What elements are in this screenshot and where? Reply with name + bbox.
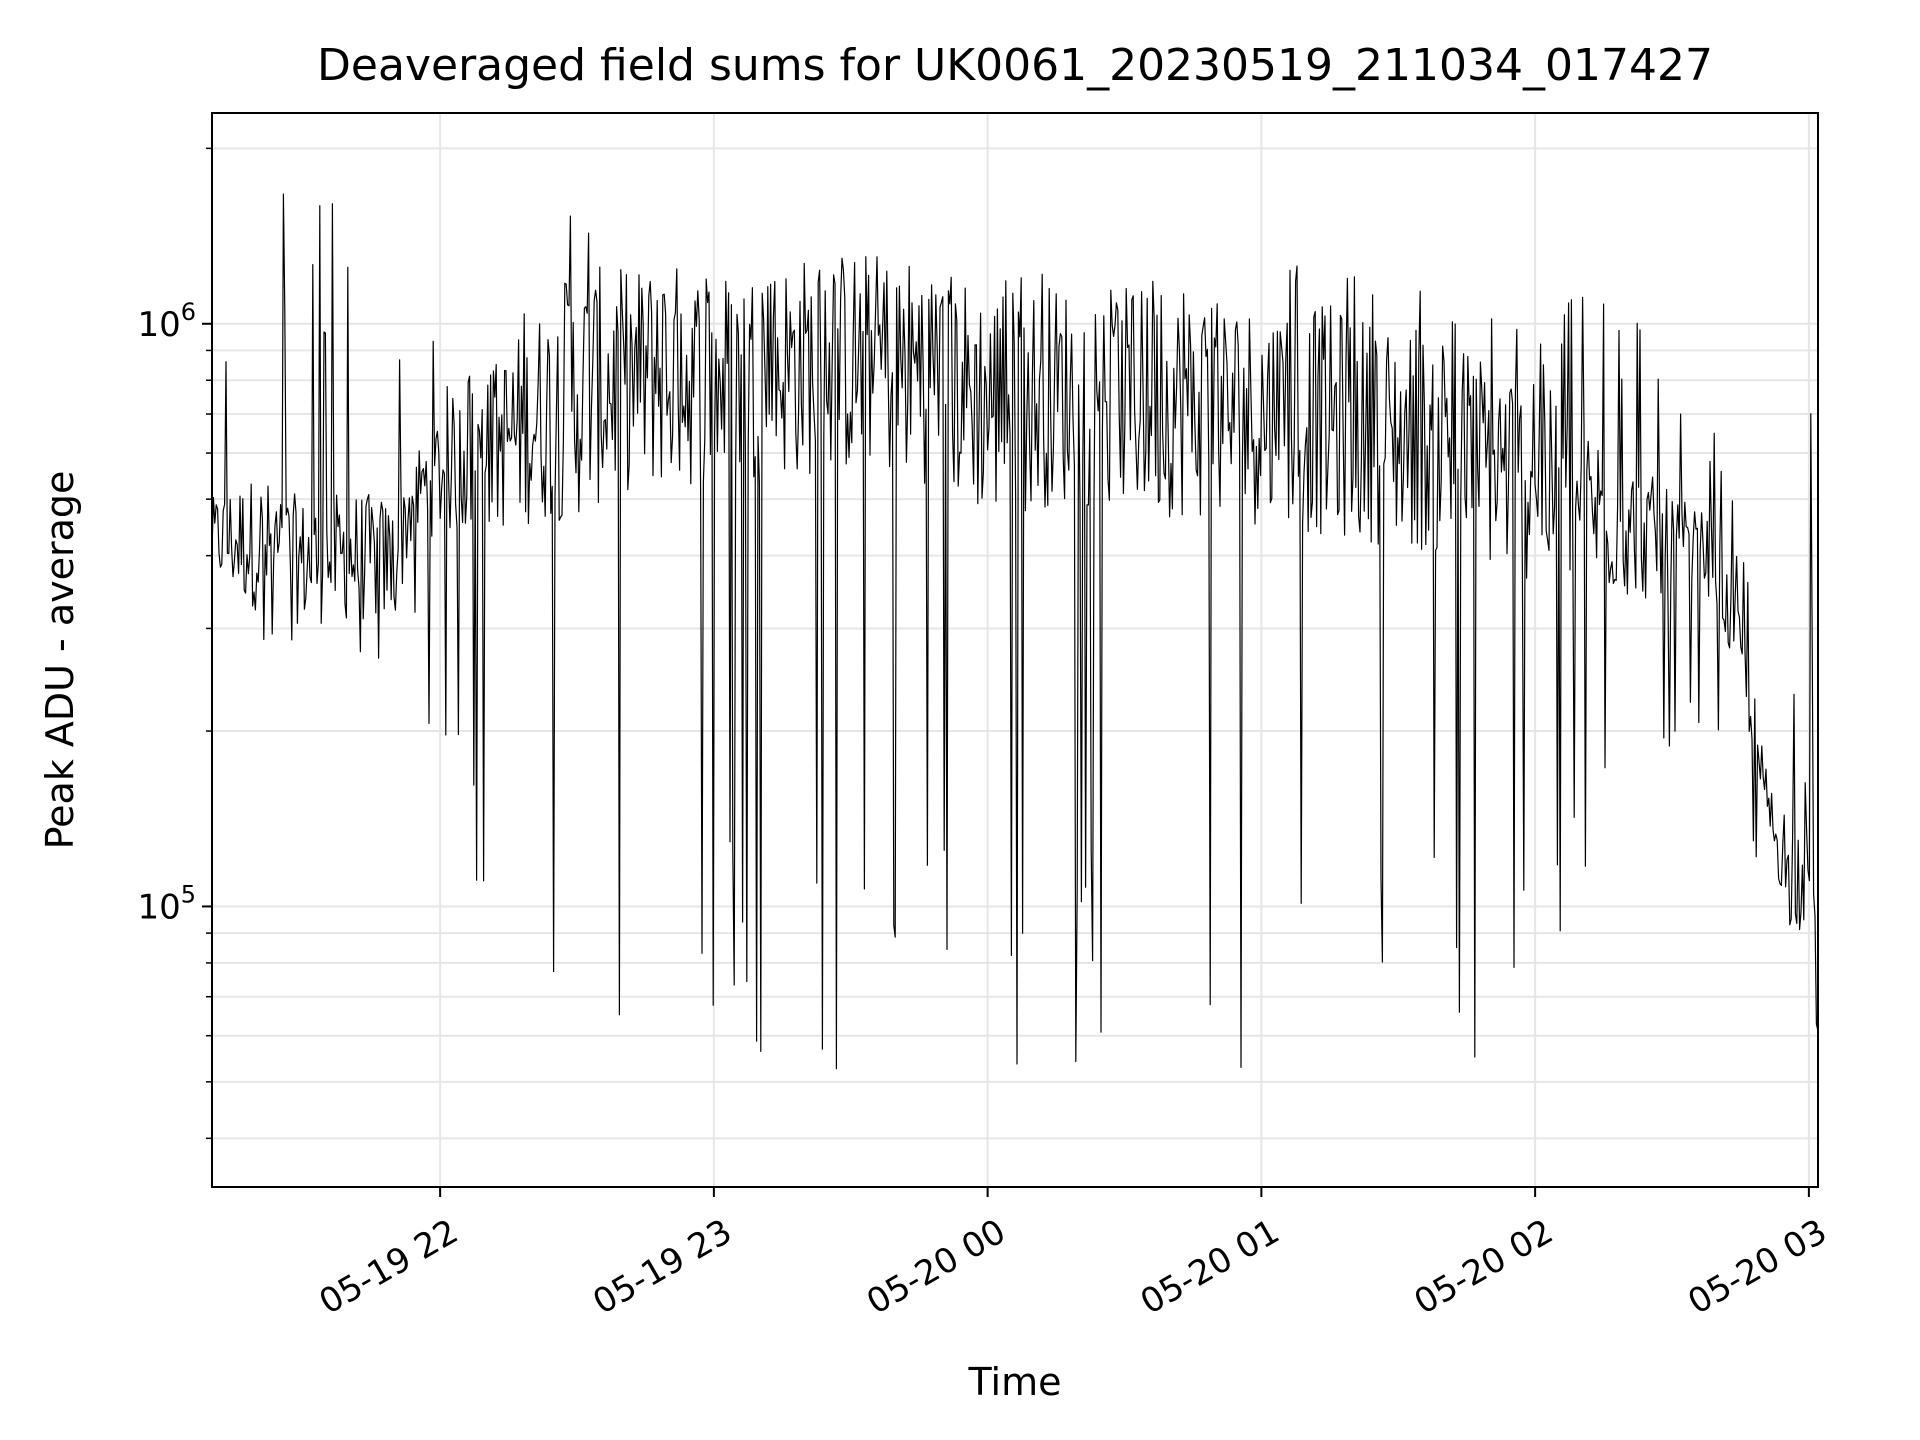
x-tick-label: 05-20 02 bbox=[1408, 1212, 1560, 1323]
x-tick-label: 05-19 22 bbox=[313, 1212, 465, 1323]
x-tick-label: 05-20 00 bbox=[860, 1212, 1012, 1323]
data-series-line bbox=[211, 193, 1819, 1070]
y-tick-label: 105 bbox=[137, 880, 196, 927]
y-tick-label: 106 bbox=[137, 298, 196, 345]
x-tick-label: 05-19 23 bbox=[586, 1212, 738, 1323]
chart-title: Deaveraged field sums for UK0061_2023051… bbox=[317, 40, 1713, 91]
x-tick-label: 05-20 03 bbox=[1681, 1212, 1833, 1323]
x-tick-label: 05-20 01 bbox=[1134, 1212, 1286, 1323]
series-line bbox=[211, 193, 1819, 1070]
plot-frame bbox=[211, 112, 1819, 1188]
grid-lines bbox=[212, 113, 1818, 1187]
x-axis-label: Time bbox=[968, 1360, 1062, 1404]
